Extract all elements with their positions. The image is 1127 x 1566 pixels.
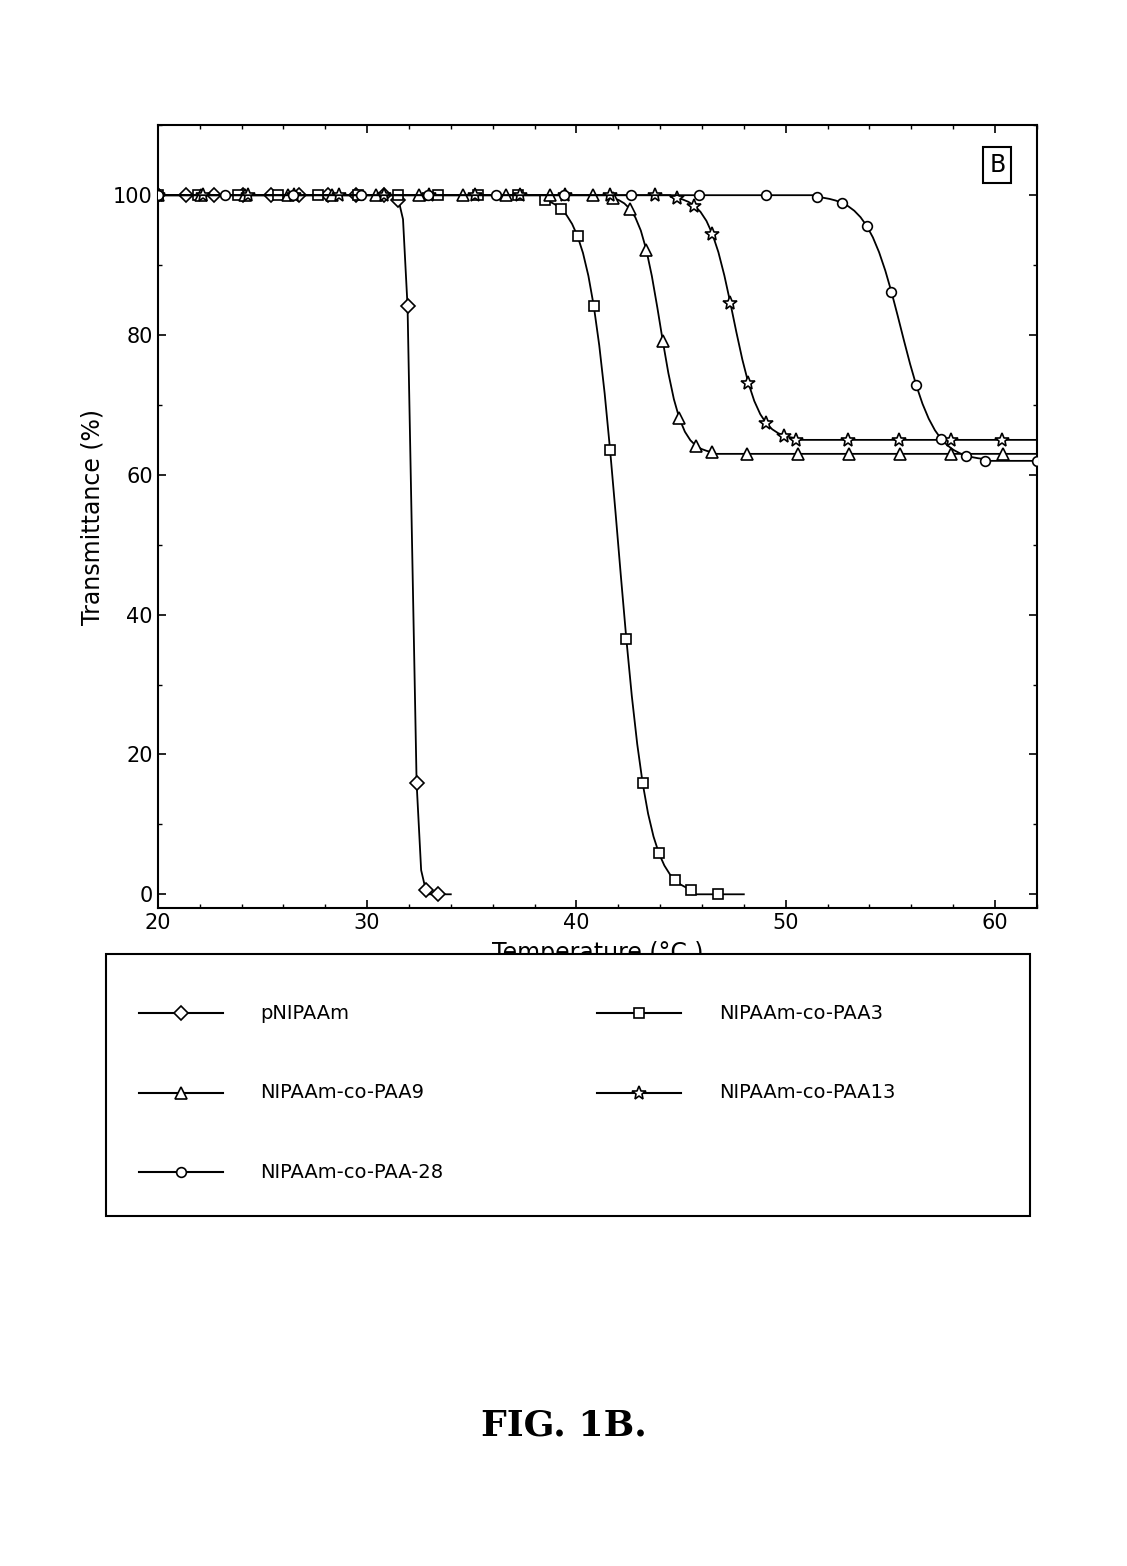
X-axis label: Temperature (°C ): Temperature (°C ) bbox=[491, 941, 703, 966]
Text: NIPAAm-co-PAA-28: NIPAAm-co-PAA-28 bbox=[260, 1162, 444, 1182]
FancyBboxPatch shape bbox=[106, 954, 1030, 1215]
Text: NIPAAm-co-PAA13: NIPAAm-co-PAA13 bbox=[719, 1084, 895, 1102]
Text: FIG. 1B.: FIG. 1B. bbox=[480, 1408, 647, 1442]
Text: NIPAAm-co-PAA9: NIPAAm-co-PAA9 bbox=[260, 1084, 425, 1102]
Text: pNIPAAm: pNIPAAm bbox=[260, 1004, 349, 1023]
Text: NIPAAm-co-PAA3: NIPAAm-co-PAA3 bbox=[719, 1004, 882, 1023]
Text: B: B bbox=[990, 153, 1005, 177]
Y-axis label: Transmittance (%): Transmittance (%) bbox=[81, 409, 105, 625]
